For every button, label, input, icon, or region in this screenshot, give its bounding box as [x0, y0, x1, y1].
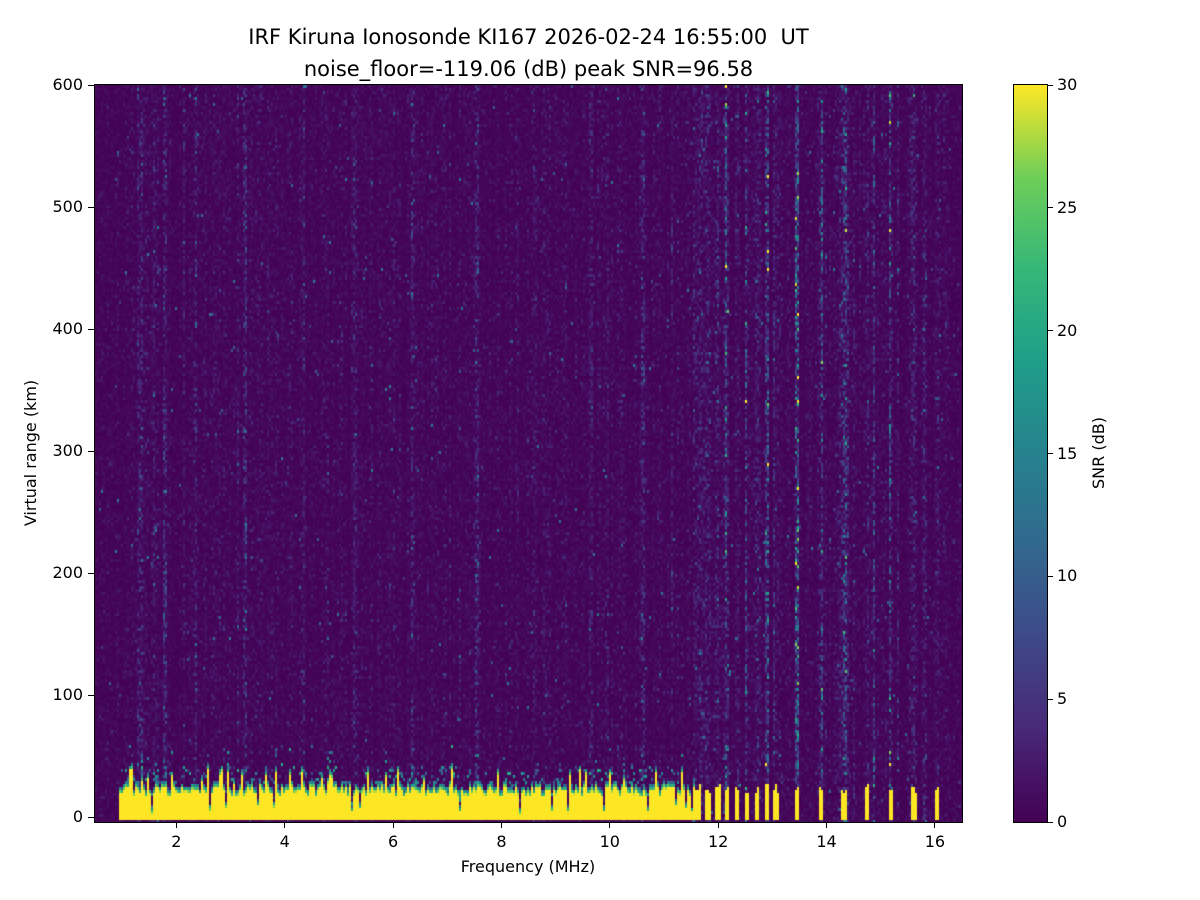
colorbar-tick — [1048, 453, 1053, 454]
x-axis-label: Frequency (MHz) — [460, 857, 596, 876]
chart-title: IRF Kiruna Ionosonde KI167 2026-02-24 16… — [248, 25, 809, 49]
y-tick-label: 200 — [52, 563, 83, 583]
y-tick — [88, 572, 94, 574]
colorbar-tick — [1048, 698, 1053, 700]
x-tick-label: 12 — [707, 832, 729, 851]
y-tick-label: 500 — [52, 197, 83, 217]
x-tick — [826, 823, 828, 828]
x-tick — [717, 823, 719, 828]
x-tick — [175, 823, 177, 828]
colorbar-gradient — [1014, 85, 1047, 822]
colorbar — [1013, 84, 1048, 823]
colorbar-tick-label: 5 — [1057, 689, 1068, 709]
colorbar-tick-label: 10 — [1057, 566, 1078, 586]
y-tick-label: 0 — [72, 807, 83, 827]
colorbar-tick-label: 0 — [1057, 812, 1068, 831]
x-tick-label: 16 — [924, 832, 946, 851]
chart-subtitle: noise_floor=-119.06 (dB) peak SNR=96.58 — [303, 57, 754, 81]
y-tick-label: 600 — [52, 75, 83, 94]
plot-area — [94, 84, 963, 823]
y-tick — [88, 328, 94, 330]
colorbar-tick — [1048, 821, 1053, 823]
x-tick — [392, 823, 394, 828]
colorbar-tick — [1048, 207, 1053, 209]
x-tick-label: 14 — [816, 832, 837, 851]
x-tick — [284, 823, 286, 828]
x-tick-label: 6 — [387, 832, 399, 851]
x-tick-label: 2 — [171, 832, 182, 851]
x-tick — [609, 823, 611, 828]
x-tick-label: 4 — [279, 832, 290, 851]
y-tick — [88, 450, 94, 452]
y-tick-label: 100 — [52, 685, 83, 705]
x-tick-label: 8 — [496, 832, 507, 851]
y-tick-label: 400 — [52, 319, 83, 339]
colorbar-tick — [1048, 330, 1053, 332]
colorbar-tick-label: 25 — [1057, 197, 1078, 217]
y-tick-label: 300 — [52, 441, 83, 461]
x-tick — [934, 823, 936, 828]
colorbar-tick — [1048, 84, 1053, 86]
x-tick — [500, 823, 502, 828]
y-tick — [88, 206, 94, 208]
colorbar-tick — [1048, 575, 1053, 577]
colorbar-tick-label: 20 — [1057, 320, 1078, 340]
x-tick-label: 10 — [599, 832, 620, 851]
colorbar-tick-label: 15 — [1057, 443, 1078, 463]
colorbar-tick-label: 30 — [1057, 75, 1078, 94]
y-tick — [88, 694, 94, 696]
y-tick — [88, 84, 94, 86]
y-tick — [88, 816, 94, 818]
heatmap-canvas — [95, 85, 962, 822]
